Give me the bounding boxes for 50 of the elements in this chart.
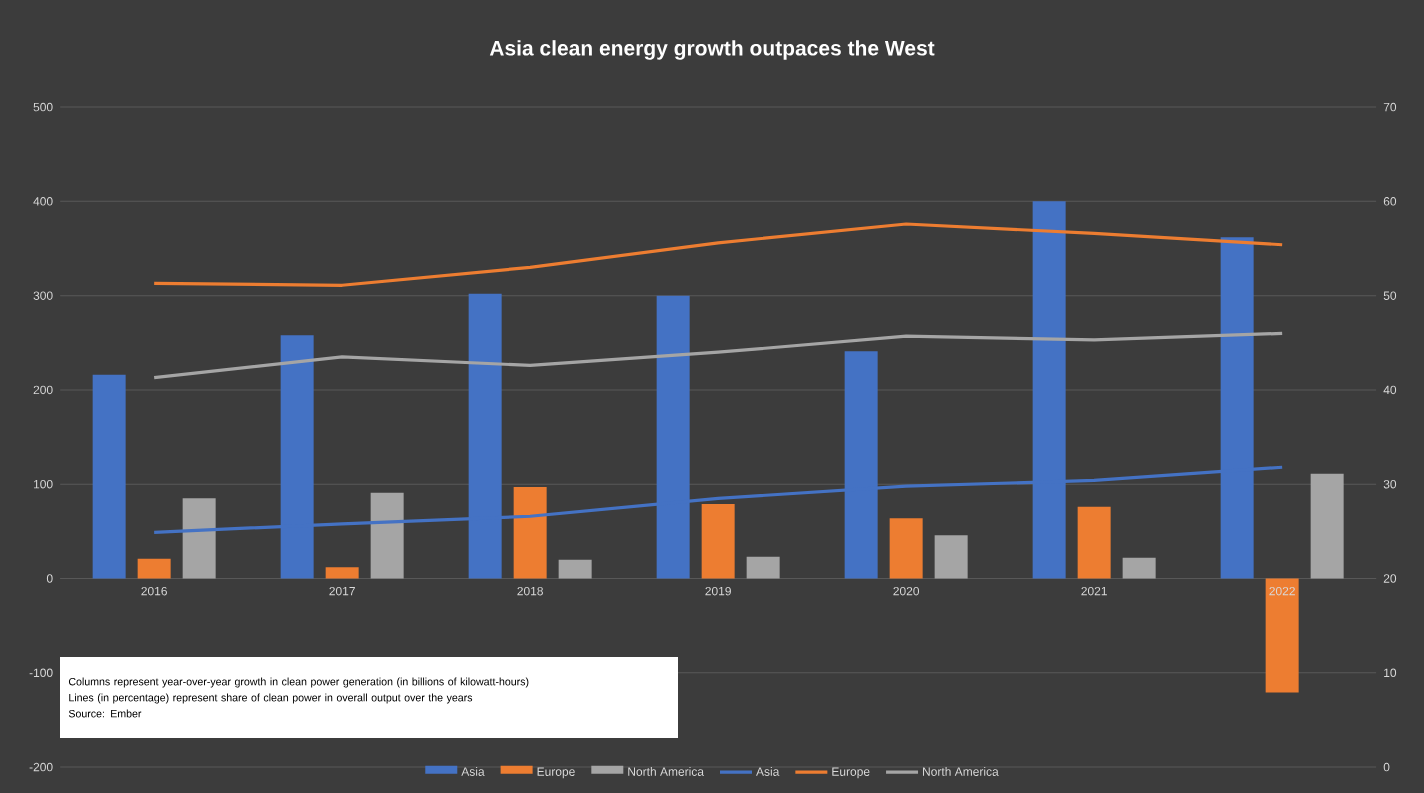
bar bbox=[746, 556, 780, 579]
bar bbox=[182, 498, 216, 579]
bar bbox=[558, 559, 592, 579]
bar bbox=[934, 535, 968, 579]
x-tick-label: 2022 bbox=[1269, 586, 1295, 596]
annotation: Lines (in percentage) represent share of clean power in overall output over the years bbox=[69, 693, 473, 704]
y2-tick-label: 0 bbox=[1383, 762, 1390, 772]
legend-label: North America bbox=[923, 767, 999, 776]
line-series bbox=[152, 331, 1284, 380]
legend-label: Asia bbox=[756, 767, 780, 776]
y2-tick-label: 20 bbox=[1383, 574, 1397, 583]
y-tick-label: 200 bbox=[33, 385, 53, 395]
bar bbox=[1265, 578, 1299, 693]
y2-tick-label: 40 bbox=[1383, 385, 1397, 395]
bar bbox=[1077, 506, 1111, 579]
bar bbox=[1310, 473, 1344, 579]
x-tick-label: 2016 bbox=[141, 586, 167, 596]
line-series bbox=[152, 222, 1284, 287]
x-tick-label: 2017 bbox=[329, 586, 355, 596]
y-tick-label: 300 bbox=[33, 291, 53, 300]
chart-title: Asia clean energy growth outpaces the West bbox=[489, 40, 935, 60]
y-tick-label: 100 bbox=[33, 479, 53, 489]
y2-tick-label: 60 bbox=[1383, 197, 1397, 206]
bar bbox=[1122, 557, 1156, 579]
y-tick-label: -200 bbox=[29, 762, 53, 772]
bar bbox=[370, 492, 404, 579]
legend-label: Europe bbox=[537, 767, 575, 779]
legend-label: Europe bbox=[832, 767, 870, 779]
bar bbox=[325, 567, 359, 579]
y2-tick-label: 50 bbox=[1383, 291, 1397, 300]
y-tick-label: 500 bbox=[33, 102, 53, 112]
y-tick-label: 0 bbox=[46, 574, 53, 583]
y2-tick-label: 30 bbox=[1383, 479, 1397, 489]
y2-tick-label: 10 bbox=[1384, 668, 1397, 678]
legend-label: North America bbox=[628, 767, 704, 776]
x-tick-label: 2021 bbox=[1081, 586, 1107, 596]
y-tick-label: 400 bbox=[33, 197, 53, 206]
legend-label: Asia bbox=[461, 767, 485, 776]
bar bbox=[701, 504, 735, 579]
annotation: Source: Ember bbox=[68, 709, 142, 718]
y2-tick-label: 70 bbox=[1383, 102, 1397, 112]
bar bbox=[137, 558, 171, 579]
y-tick-label: -100 bbox=[29, 668, 53, 678]
x-tick-label: 2020 bbox=[893, 586, 920, 596]
x-tick-label: 2019 bbox=[705, 586, 731, 596]
bar bbox=[513, 487, 547, 579]
bar bbox=[889, 518, 923, 579]
x-tick-label: 2018 bbox=[517, 586, 543, 596]
annotation: Columns represent year-over-year growth in clean power generation (in billions of kilowatt-hours) bbox=[68, 677, 529, 688]
bar bbox=[92, 374, 126, 579]
